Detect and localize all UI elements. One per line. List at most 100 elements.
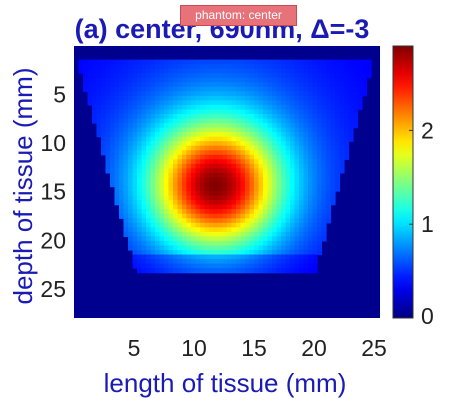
heatmap-cell <box>119 145 125 151</box>
heatmap-cell <box>321 91 327 97</box>
heatmap-cell <box>123 114 129 120</box>
heatmap-cell <box>258 227 264 233</box>
heatmap-cell <box>114 177 120 183</box>
heatmap-cell <box>150 136 156 142</box>
heatmap-cell <box>290 68 296 74</box>
heatmap-cell <box>186 195 192 201</box>
heatmap-cell <box>186 250 192 256</box>
heatmap-cell <box>303 141 309 147</box>
heatmap-cell <box>321 95 327 101</box>
heatmap-cell <box>294 268 300 274</box>
heatmap-cell <box>240 86 246 92</box>
plot-area <box>74 46 380 318</box>
heatmap-cell <box>155 222 161 228</box>
heatmap-cell <box>227 268 233 274</box>
heatmap-cell <box>213 204 219 210</box>
heatmap-cell <box>168 231 174 237</box>
heatmap-cell <box>155 236 161 242</box>
heatmap-cell <box>186 100 192 106</box>
heatmap-cell <box>209 209 215 215</box>
heatmap-cell <box>308 59 314 65</box>
heatmap-cell <box>272 163 278 169</box>
heatmap-cell <box>290 104 296 111</box>
heatmap-cell <box>317 218 323 224</box>
heatmap-cell <box>308 68 314 74</box>
heatmap-cell <box>281 218 287 224</box>
heatmap-cell <box>290 191 296 197</box>
heatmap-cell <box>227 254 233 260</box>
heatmap-cell <box>182 95 188 101</box>
heatmap-cell <box>240 231 246 237</box>
heatmap-cell <box>330 150 336 156</box>
heatmap-cell <box>267 231 273 237</box>
heatmap-cell <box>105 145 111 151</box>
heatmap-cell <box>312 114 318 120</box>
heatmap-cell <box>303 73 309 79</box>
heatmap-cell <box>263 268 269 274</box>
heatmap-cell <box>312 268 318 274</box>
heatmap-cell <box>335 68 341 74</box>
heatmap-cell <box>240 182 246 188</box>
heatmap-cell <box>123 159 129 165</box>
heatmap-cell <box>173 95 179 101</box>
heatmap-cell <box>303 200 309 206</box>
heatmap-cell <box>249 159 255 165</box>
heatmap-cell <box>285 268 291 274</box>
heatmap-cell <box>218 259 224 265</box>
heatmap-cell <box>92 86 98 92</box>
heatmap-cell <box>159 195 165 201</box>
heatmap-cell <box>308 154 314 160</box>
heatmap-cell <box>321 204 327 210</box>
heatmap-cell <box>344 73 350 79</box>
heatmap-cell <box>155 182 161 188</box>
heatmap-cell <box>141 114 147 120</box>
heatmap-cell <box>155 132 161 138</box>
heatmap-cell <box>164 159 170 165</box>
heatmap-cell <box>245 191 251 197</box>
heatmap-cell <box>330 64 336 70</box>
heatmap-cell <box>308 186 314 192</box>
heatmap-cell <box>317 109 323 115</box>
heatmap-cell <box>123 73 129 79</box>
heatmap-cell <box>312 77 318 83</box>
heatmap-cell <box>150 91 156 97</box>
heatmap-cell <box>213 222 219 228</box>
heatmap-cell <box>123 204 129 210</box>
heatmap-cell <box>330 104 336 111</box>
heatmap-cell <box>137 59 143 65</box>
heatmap-cell <box>114 127 120 133</box>
heatmap-cell <box>186 132 192 138</box>
heatmap-cell <box>249 259 255 265</box>
heatmap-cell <box>123 64 129 70</box>
heatmap-cell <box>290 231 296 237</box>
heatmap-cell <box>177 163 183 169</box>
heatmap-cell <box>267 218 273 224</box>
heatmap-cell <box>240 145 246 151</box>
heatmap-cell <box>182 159 188 165</box>
heatmap-cell <box>267 118 273 124</box>
heatmap-cell <box>312 68 318 74</box>
heatmap-cell <box>294 91 300 97</box>
heatmap-cell <box>249 231 255 237</box>
heatmap-cell <box>281 200 287 206</box>
heatmap-cell <box>155 254 161 260</box>
heatmap-cell <box>272 114 278 120</box>
heatmap-cell <box>173 163 179 169</box>
heatmap-cell <box>236 59 242 65</box>
heatmap-cell <box>258 218 264 224</box>
heatmap-cell <box>330 186 336 192</box>
heatmap-cell <box>168 64 174 70</box>
heatmap-cell <box>326 150 332 156</box>
heatmap-cell <box>119 141 125 147</box>
heatmap-cell <box>353 86 359 92</box>
heatmap-cell <box>101 77 107 83</box>
heatmap-cell <box>173 64 179 70</box>
heatmap-cell <box>92 91 98 97</box>
heatmap-cell <box>164 141 170 147</box>
heatmap-cell <box>245 95 251 101</box>
heatmap-cell <box>177 154 183 160</box>
heatmap-cell <box>258 159 264 165</box>
heatmap-cell <box>249 172 255 179</box>
heatmap-cell <box>236 182 242 188</box>
heatmap-cell <box>209 127 215 133</box>
